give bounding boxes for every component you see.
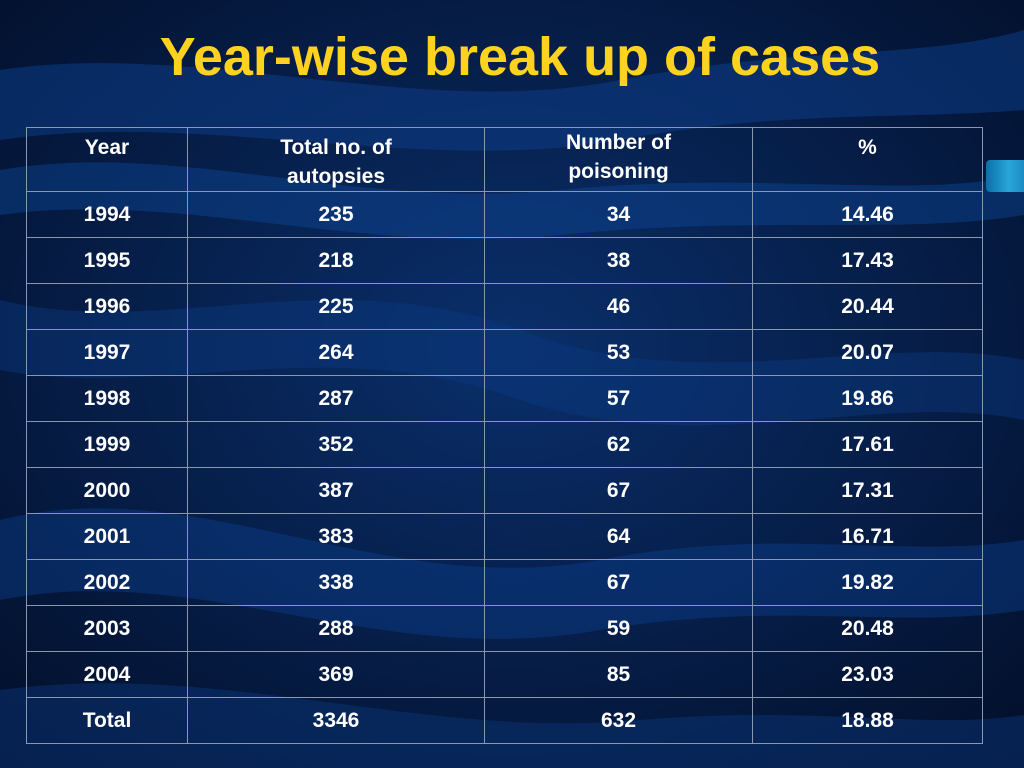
cell-poisoning: 34 [484,191,753,238]
cell-total-autopsies: 264 [187,329,485,376]
column-header-year: Year [26,127,188,192]
cell-total-autopsies: 369 [187,651,485,698]
cell-total-autopsies: 235 [187,191,485,238]
cell-year: 2001 [26,513,188,560]
cell-year: 2002 [26,559,188,606]
table-total-row: Total 3346 632 18.88 [26,697,983,744]
table-row: 1994 235 34 14.46 [26,191,983,238]
data-table: Year Total no. of autopsies Number of po… [26,127,983,744]
cell-total-autopsies: 287 [187,375,485,422]
table-row: 2003 288 59 20.48 [26,605,983,652]
cell-year: 2003 [26,605,188,652]
cell-year: 1994 [26,191,188,238]
cell-poisoning: 57 [484,375,753,422]
cell-percent: 16.71 [752,513,983,560]
table-row: 2002 338 67 19.82 [26,559,983,606]
cell-year: 2000 [26,467,188,514]
column-header-total-autopsies: Total no. of autopsies [187,127,485,192]
table-row: 2004 369 85 23.03 [26,651,983,698]
table-row: 1995 218 38 17.43 [26,237,983,284]
cell-poisoning: 59 [484,605,753,652]
cell-percent: 20.44 [752,283,983,330]
cell-poisoning: 67 [484,559,753,606]
cell-poisoning: 85 [484,651,753,698]
cell-year: 1999 [26,421,188,468]
table-row: 1997 264 53 20.07 [26,329,983,376]
cell-percent: 20.07 [752,329,983,376]
cell-total-autopsies: 383 [187,513,485,560]
table-row: 1996 225 46 20.44 [26,283,983,330]
cell-total-autopsies: 218 [187,237,485,284]
cell-year: 2004 [26,651,188,698]
cell-year: Total [26,697,188,744]
cell-total-autopsies: 225 [187,283,485,330]
cell-year: 1996 [26,283,188,330]
cell-poisoning: 67 [484,467,753,514]
cell-year: 1998 [26,375,188,422]
cell-poisoning: 632 [484,697,753,744]
column-header-percent: % [752,127,983,192]
slide-title: Year-wise break up of cases [159,27,881,87]
cell-percent: 20.48 [752,605,983,652]
cell-year: 1995 [26,237,188,284]
cell-poisoning: 53 [484,329,753,376]
cell-year: 1997 [26,329,188,376]
table-row: 2001 383 64 16.71 [26,513,983,560]
cell-percent: 19.86 [752,375,983,422]
cell-total-autopsies: 288 [187,605,485,652]
cell-total-autopsies: 3346 [187,697,485,744]
cell-percent: 17.31 [752,467,983,514]
cell-poisoning: 64 [484,513,753,560]
cell-poisoning: 46 [484,283,753,330]
cell-poisoning: 38 [484,237,753,284]
table-row: 2000 387 67 17.31 [26,467,983,514]
cell-percent: 18.88 [752,697,983,744]
column-header-poisoning: Number of poisoning [484,127,753,192]
cell-percent: 23.03 [752,651,983,698]
cell-percent: 14.46 [752,191,983,238]
cell-percent: 19.82 [752,559,983,606]
cell-total-autopsies: 387 [187,467,485,514]
tab-accent [986,160,1024,192]
table-row: 1999 352 62 17.61 [26,421,983,468]
cell-total-autopsies: 338 [187,559,485,606]
table-header-row: Year Total no. of autopsies Number of po… [26,127,983,192]
cell-percent: 17.43 [752,237,983,284]
cell-total-autopsies: 352 [187,421,485,468]
cell-poisoning: 62 [484,421,753,468]
cell-percent: 17.61 [752,421,983,468]
table-row: 1998 287 57 19.86 [26,375,983,422]
